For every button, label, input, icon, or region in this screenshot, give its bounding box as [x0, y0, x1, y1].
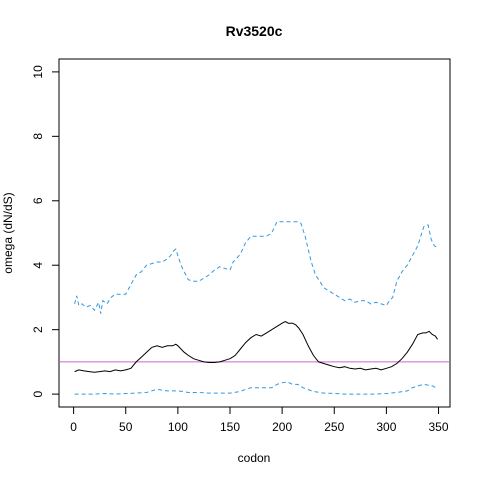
x-tick-label: 150: [220, 420, 240, 434]
x-tick-label: 200: [272, 420, 292, 434]
y-tick-label: 2: [31, 326, 45, 333]
y-axis: 0 2 4 6 8 10: [31, 65, 60, 397]
y-tick-label: 0: [31, 390, 45, 397]
series-layer: [74, 221, 438, 395]
y-axis-title: omega (dN/dS): [1, 192, 15, 273]
x-tick-label: 250: [324, 420, 344, 434]
y-tick-label: 6: [31, 197, 45, 204]
chart-title: Rv3520c: [226, 23, 283, 39]
x-tick-label: 0: [70, 420, 77, 434]
series-upper-bound: [74, 221, 438, 314]
y-tick-label: 4: [31, 262, 45, 269]
y-tick-label: 10: [31, 65, 45, 79]
x-tick-label: 300: [376, 420, 396, 434]
x-axis: 0 50 100 150 200 250 300 350: [70, 406, 449, 434]
x-tick-label: 100: [168, 420, 188, 434]
series-estimate: [74, 321, 438, 373]
x-tick-label: 50: [119, 420, 133, 434]
series-lower-bound: [74, 381, 438, 395]
plot-frame: [58, 58, 451, 408]
y-tick-label: 8: [31, 133, 45, 140]
x-tick-label: 350: [429, 420, 449, 434]
x-axis-title: codon: [238, 451, 271, 465]
